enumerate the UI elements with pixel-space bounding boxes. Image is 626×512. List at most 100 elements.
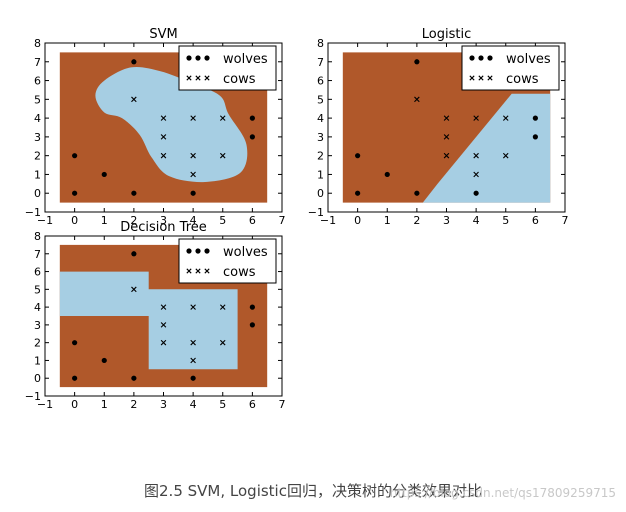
cow-point bbox=[190, 152, 196, 159]
legend-cow-marker bbox=[204, 268, 210, 274]
cow-point bbox=[473, 152, 479, 159]
y-tick-label: 8 bbox=[34, 230, 41, 243]
wolf-point bbox=[414, 59, 420, 65]
y-tick-label: 3 bbox=[34, 131, 41, 144]
cow-point bbox=[473, 115, 479, 121]
x-tick-label: 7 bbox=[562, 214, 569, 227]
legend-wolf-marker bbox=[478, 55, 484, 61]
wolf-point bbox=[473, 190, 479, 196]
x-tick-label: 6 bbox=[249, 214, 256, 227]
legend-label: wolves bbox=[506, 52, 551, 67]
y-tick-label: 1 bbox=[34, 354, 41, 367]
x-tick-label: 7 bbox=[279, 398, 286, 411]
legend: wolves cows bbox=[461, 45, 560, 91]
watermark: https://blog.csdn.net/qs17809259715 bbox=[389, 486, 616, 500]
x-tick-label: 5 bbox=[219, 214, 226, 227]
wolf-point bbox=[190, 375, 196, 381]
x-tick-label: 1 bbox=[101, 398, 108, 411]
wolf-point bbox=[249, 115, 255, 121]
x-tick-label: 2 bbox=[130, 398, 137, 411]
legend-label: cows bbox=[223, 265, 256, 280]
y-tick-label: 8 bbox=[317, 37, 324, 50]
chart-title: Logistic bbox=[422, 27, 471, 42]
cow-point bbox=[414, 96, 420, 103]
cow-point bbox=[190, 171, 196, 178]
legend-cow-marker bbox=[195, 75, 201, 81]
x-tick-label: 1 bbox=[384, 214, 391, 227]
wolf-point bbox=[131, 375, 137, 381]
legend-box bbox=[461, 45, 560, 91]
legend-wolf-marker bbox=[186, 248, 192, 254]
legend-cow-marker bbox=[195, 268, 201, 274]
legend-wolf-marker bbox=[469, 55, 475, 61]
chart-title: SVM bbox=[149, 27, 177, 42]
x-tick-label: 4 bbox=[190, 398, 197, 411]
wolf-point bbox=[532, 115, 538, 121]
x-tick-label: 0 bbox=[71, 398, 78, 411]
wolf-point bbox=[249, 322, 255, 328]
wolf-point bbox=[101, 171, 107, 178]
legend-label: wolves bbox=[223, 52, 268, 67]
cow-point bbox=[219, 339, 226, 346]
legend: wolves cows bbox=[178, 238, 277, 284]
cow-point bbox=[131, 96, 137, 103]
wolf-point bbox=[131, 59, 137, 65]
legend-wolf-marker bbox=[195, 55, 201, 61]
y-tick-label: 5 bbox=[34, 93, 41, 106]
y-tick-label: 7 bbox=[34, 56, 41, 69]
cow-point bbox=[473, 171, 479, 178]
legend-box bbox=[178, 238, 277, 284]
wolf-point bbox=[72, 375, 78, 381]
y-tick-label: 6 bbox=[34, 75, 41, 88]
y-tick-label: −1 bbox=[25, 206, 41, 219]
y-tick-label: 0 bbox=[317, 187, 324, 200]
cow-point bbox=[443, 134, 450, 140]
wolf-point bbox=[131, 251, 137, 257]
cow-point bbox=[160, 322, 167, 328]
x-tick-label: 4 bbox=[190, 214, 197, 227]
legend-cow-marker bbox=[478, 75, 484, 81]
cows-region bbox=[59, 271, 238, 370]
x-tick-label: −1 bbox=[320, 214, 336, 227]
wolf-point bbox=[414, 190, 420, 196]
y-tick-label: 0 bbox=[34, 372, 41, 385]
x-tick-label: 2 bbox=[413, 214, 420, 227]
cow-point bbox=[190, 357, 196, 364]
y-tick-label: 2 bbox=[317, 150, 324, 163]
x-tick-label: 6 bbox=[532, 214, 539, 227]
legend-cow-marker bbox=[469, 75, 475, 81]
chart-panel: −1 0 1 2 3 4 5 6 7 −1 0 1 2 3 4 5 6 7 8 SVM wolves cows bbox=[25, 27, 286, 227]
legend-label: wolves bbox=[223, 245, 268, 260]
cow-point bbox=[219, 152, 226, 159]
legend-label: cows bbox=[506, 72, 539, 87]
legend-cow-marker bbox=[186, 268, 192, 274]
chart-title: Decision Tree bbox=[120, 220, 207, 235]
y-tick-label: 6 bbox=[34, 266, 41, 279]
legend-cow-marker bbox=[204, 75, 210, 81]
y-tick-label: 7 bbox=[34, 248, 41, 261]
legend-wolf-marker bbox=[204, 248, 210, 254]
y-tick-label: 3 bbox=[34, 319, 41, 332]
cow-point bbox=[502, 152, 509, 159]
legend: wolves cows bbox=[178, 45, 277, 91]
figure-caption: 图2.5 SVM, Logistic回归，决策树的分类效果对比 bbox=[144, 482, 482, 500]
cow-point bbox=[502, 115, 509, 121]
legend-wolf-marker bbox=[195, 248, 201, 254]
x-tick-label: 3 bbox=[443, 214, 450, 227]
cow-point bbox=[443, 115, 450, 121]
legend-wolf-marker bbox=[186, 55, 192, 61]
wolf-point bbox=[532, 134, 538, 140]
wolf-point bbox=[72, 190, 78, 196]
x-tick-label: 6 bbox=[249, 398, 256, 411]
y-tick-label: 4 bbox=[317, 112, 324, 125]
figure: −1 0 1 2 3 4 5 6 7 −1 0 1 2 3 4 5 6 7 8 SVM wolves cows −1 0 1 2 3… bbox=[25, 27, 569, 411]
y-tick-label: −1 bbox=[308, 206, 324, 219]
legend-cow-marker bbox=[487, 75, 493, 81]
wolf-point bbox=[72, 340, 78, 346]
x-tick-label: 3 bbox=[160, 214, 167, 227]
legend-box bbox=[178, 45, 277, 91]
cow-point bbox=[160, 134, 167, 140]
y-tick-label: 5 bbox=[317, 93, 324, 106]
legend-wolf-marker bbox=[204, 55, 210, 61]
wolf-point bbox=[190, 190, 196, 196]
